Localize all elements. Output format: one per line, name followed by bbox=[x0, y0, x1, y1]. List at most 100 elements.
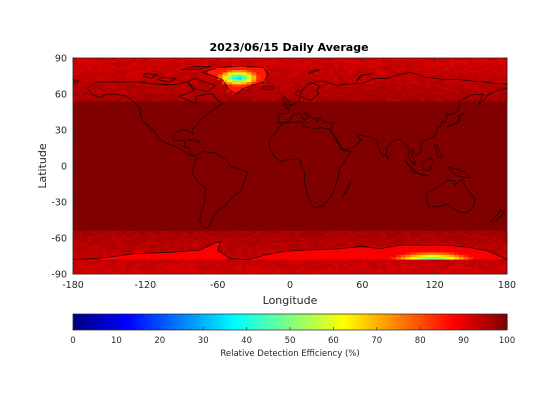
heat-cell bbox=[352, 233, 358, 236]
heat-cell bbox=[309, 235, 315, 239]
heat-cell bbox=[396, 79, 402, 83]
colorbar-segment bbox=[230, 314, 234, 330]
heat-cell bbox=[270, 242, 276, 246]
colorbar-segment bbox=[262, 314, 267, 330]
heat-cell bbox=[343, 264, 349, 268]
heat-cell bbox=[145, 84, 151, 88]
heat-cell bbox=[323, 230, 329, 234]
heat-cell bbox=[121, 79, 127, 83]
colorbar-segment bbox=[86, 314, 90, 330]
heat-cell bbox=[304, 271, 310, 275]
heat-cell bbox=[227, 62, 233, 66]
heat-cell bbox=[159, 266, 166, 270]
heat-cell bbox=[285, 245, 291, 248]
heat-cell bbox=[304, 62, 310, 66]
heat-cell bbox=[121, 58, 127, 61]
colorbar-segment bbox=[222, 314, 226, 330]
heat-cell bbox=[179, 247, 185, 251]
heat-cell bbox=[468, 262, 474, 265]
heat-cell bbox=[246, 238, 252, 241]
heat-cell bbox=[425, 70, 431, 73]
heat-cell bbox=[318, 233, 325, 236]
coastline-path bbox=[282, 96, 292, 107]
heat-cell bbox=[434, 247, 440, 251]
heat-cell bbox=[222, 233, 228, 236]
heat-cell bbox=[362, 235, 368, 239]
heat-cell bbox=[381, 254, 387, 258]
heat-cell bbox=[265, 238, 272, 241]
heat-cell bbox=[367, 259, 373, 263]
heat-cell bbox=[232, 238, 238, 241]
heat-cell bbox=[333, 230, 339, 234]
heat-cell bbox=[299, 233, 305, 236]
heat-cell bbox=[502, 266, 508, 270]
heat-cell bbox=[309, 269, 315, 272]
heat-cell bbox=[270, 259, 276, 263]
heat-cell bbox=[449, 252, 455, 256]
heat-cell bbox=[198, 271, 204, 275]
heat-cell bbox=[73, 247, 79, 251]
heat-cell bbox=[338, 77, 344, 80]
heat-cell bbox=[294, 254, 301, 258]
heat-cell bbox=[304, 252, 310, 256]
heat-cell bbox=[188, 91, 194, 95]
heat-cell bbox=[371, 94, 378, 97]
colorbar-segment bbox=[271, 314, 275, 330]
heat-cell bbox=[280, 84, 286, 88]
heat-cell bbox=[198, 235, 204, 239]
heat-cell bbox=[126, 72, 132, 76]
heat-cell bbox=[391, 266, 397, 270]
heat-cell bbox=[174, 96, 180, 100]
heat-cell bbox=[270, 264, 276, 268]
heat-cell bbox=[193, 269, 199, 272]
heat-cell bbox=[193, 266, 199, 270]
heat-cell bbox=[256, 84, 262, 88]
heat-cell bbox=[222, 242, 228, 246]
heat-cell bbox=[116, 240, 122, 244]
heat-cell bbox=[290, 257, 296, 260]
heat-cell bbox=[179, 77, 185, 80]
heat-cell bbox=[333, 252, 339, 256]
heat-cell bbox=[323, 65, 329, 68]
heat-cell bbox=[391, 250, 397, 253]
heat-cell bbox=[77, 257, 84, 260]
heat-cell bbox=[323, 271, 329, 275]
heat-cell bbox=[333, 257, 339, 260]
heat-cell bbox=[410, 254, 416, 258]
heat-cell bbox=[410, 70, 416, 73]
heat-cell bbox=[232, 245, 238, 248]
colorbar-segment bbox=[398, 314, 402, 330]
heat-cell bbox=[487, 86, 493, 90]
heat-cell bbox=[77, 91, 84, 95]
heat-cell bbox=[227, 98, 233, 102]
y-tick-label: -90 bbox=[51, 270, 67, 281]
heat-cell bbox=[265, 245, 272, 248]
heat-cell bbox=[101, 240, 108, 244]
heat-cell bbox=[357, 86, 363, 90]
colorbar-segment bbox=[504, 314, 508, 330]
heat-cell bbox=[97, 266, 103, 270]
heat-cell bbox=[232, 271, 238, 275]
colorbar-segment bbox=[146, 314, 150, 330]
heat-cell bbox=[429, 264, 436, 268]
heat-cell bbox=[473, 74, 479, 78]
heat-cell bbox=[367, 238, 373, 241]
heat-cell bbox=[362, 91, 368, 95]
heat-cell bbox=[391, 254, 397, 258]
heat-cell bbox=[294, 245, 301, 248]
heat-cell bbox=[439, 257, 445, 260]
heat-cell bbox=[236, 240, 243, 244]
heat-cell bbox=[265, 252, 272, 256]
heat-cell bbox=[415, 262, 421, 265]
heat-cell bbox=[502, 230, 508, 234]
heat-cell bbox=[396, 62, 402, 66]
colorbar-tick-label: 90 bbox=[458, 336, 469, 346]
heat-cell bbox=[429, 91, 436, 95]
heat-cell bbox=[121, 245, 127, 248]
colorbar-segment bbox=[452, 314, 457, 330]
heat-cell bbox=[97, 89, 103, 92]
heat-cell bbox=[304, 230, 310, 234]
colorbar-segment bbox=[165, 314, 169, 330]
heat-cell bbox=[241, 240, 247, 244]
heat-cell bbox=[425, 86, 431, 90]
